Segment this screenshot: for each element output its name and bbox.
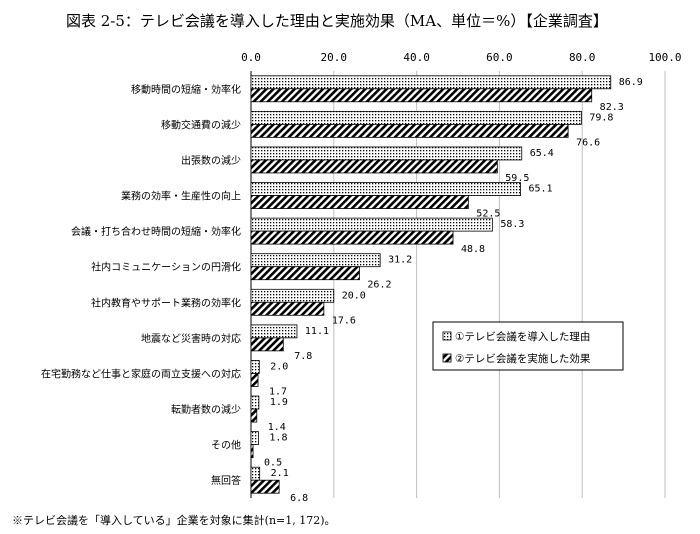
category-label: 移動時間の短縮・効率化 [131,83,241,96]
data-label: 59.5 [505,173,529,184]
bar-reason [250,395,260,410]
category-label: 無回答 [211,474,241,487]
legend-label: ②テレビ会議を実施した効果 [455,352,591,365]
data-label: 20.0 [342,290,366,301]
category-label: 社内コミュニケーションの円滑化 [91,261,241,274]
category-label: 業務の効率・生産性の向上 [121,190,241,203]
data-label: 6.8 [290,493,308,504]
x-tick-label: 20.0 [321,51,348,64]
gridlines [250,71,666,498]
data-label: 1.7 [269,386,287,397]
bar-effect [250,337,284,352]
footnote: ※テレビ会議を「導入している」企業を対象に集計(n=1, 172)。 [12,514,336,527]
bar-reason [250,75,612,90]
bar-reason [250,253,381,268]
legend-label: ①テレビ会議を導入した理由 [455,330,590,343]
bar-effect [250,266,360,281]
bar-effect [250,123,569,138]
category-label: 出張数の減少 [181,154,241,167]
data-label: 48.8 [461,244,485,255]
bar-reason [250,182,521,196]
chart-title: 図表 2-5：テレビ会議を導入した理由と実施効果（MA、単位＝%）【企業調査】 [66,12,608,30]
bar-reason [250,146,523,161]
bar-reason [250,466,261,481]
category-labels: 移動時間の短縮・効率化移動交通費の減少出張数の減少業務の効率・生産性の向上会議・… [41,83,241,487]
category-label: 移動交通費の減少 [161,118,241,131]
category-label: 社内教育やサポート業務の効率化 [91,296,241,309]
category-label: 地震など災害時の対応 [141,332,241,345]
bar-effect [250,479,280,494]
bar-effect [250,373,259,387]
category-label: その他 [211,439,241,452]
legend-box [432,321,624,371]
x-tick-label: 40.0 [403,51,430,64]
data-label: 26.2 [367,280,391,291]
bar-effect [250,408,258,423]
category-label: 在宅勤務など仕事と家庭の両立支援への対応 [41,367,241,380]
bar-effect [250,301,325,316]
data-label: 58.3 [500,219,524,230]
bar-effect [250,159,498,174]
data-label: 17.6 [332,315,356,326]
data-label: 2.0 [270,361,288,372]
data-label: 7.8 [294,351,312,362]
legend: ①テレビ会議を導入した理由 ②テレビ会議を実施した効果 [432,321,624,371]
bar-effect [250,444,254,459]
data-label: 11.1 [305,326,329,337]
data-label: 65.1 [528,184,552,195]
data-label: 2.1 [271,468,289,479]
data-label: 76.6 [576,137,600,148]
legend-swatch-reason [442,331,452,341]
bar-effect [250,195,469,209]
bar-reason [250,431,259,446]
bar-reason [250,324,298,339]
x-tick-label: 0.0 [241,51,261,64]
category-label: 会議・打ち合わせ時間の短縮・効率化 [71,225,241,238]
x-tick-label: 80.0 [569,51,596,64]
data-label: 86.9 [619,77,643,88]
data-label: 1.9 [270,397,288,408]
data-label: 1.8 [269,433,287,444]
data-label: 1.4 [268,422,286,433]
data-label: 31.2 [388,255,412,266]
bar-effect [250,88,593,103]
legend-swatch-effect [442,353,452,363]
x-axis-ticks: 0.0 20.0 40.0 60.0 80.0 100.0 [241,51,682,64]
category-label: 転勤者数の減少 [171,403,241,416]
bar-reason [250,288,335,303]
x-tick-label: 100.0 [648,51,681,64]
data-label: 79.8 [589,112,613,123]
x-tick-label: 60.0 [486,51,513,64]
data-label: 52.5 [476,209,500,220]
bar-reason [250,110,582,125]
data-label: 0.5 [264,458,282,469]
data-label: 65.4 [530,148,554,159]
data-label: 82.3 [600,102,624,113]
data-labels: 86.9 82.379.8 76.6 65.4 59.565.1 52.558.3 48.8… [264,77,643,504]
bars [250,75,612,494]
bar-effect [250,230,454,245]
bar-reason [250,360,260,374]
bar-reason [250,217,493,232]
